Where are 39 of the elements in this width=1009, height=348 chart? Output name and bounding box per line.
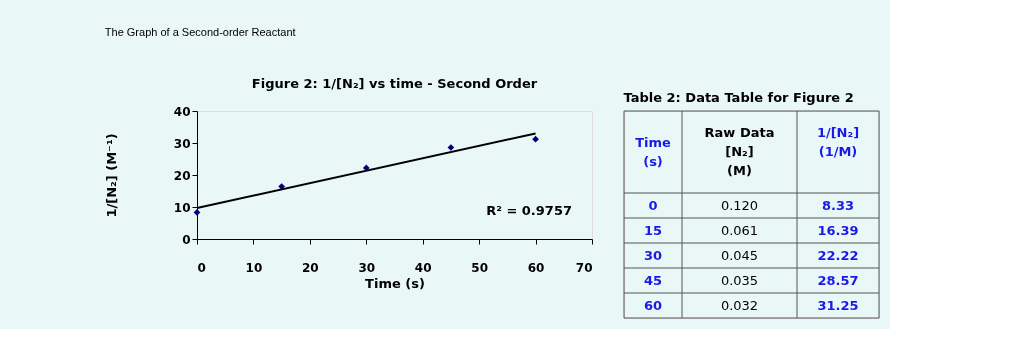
text: 0.032 bbox=[720, 297, 759, 313]
chart-title: Figure 2: 1/[N₂] vs time - Second Order bbox=[251, 76, 538, 91]
x-tick-label: 50 bbox=[471, 260, 488, 275]
text: 0.120 bbox=[720, 197, 759, 213]
text: 30 bbox=[643, 247, 663, 263]
x-tick-label: 20 bbox=[302, 260, 319, 275]
x-tick-label: 0 bbox=[197, 260, 206, 275]
text: 0 bbox=[648, 197, 658, 213]
text: Time (s) bbox=[635, 134, 672, 169]
text: 45 bbox=[643, 272, 663, 288]
y-tick-label: 20 bbox=[173, 168, 191, 183]
text: The Graph of a Second-order Reactant bbox=[104, 25, 296, 38]
text: 0.035 bbox=[720, 272, 759, 288]
x-axis-title: Time (s) bbox=[365, 275, 425, 291]
x-tick-label: 70 bbox=[575, 260, 593, 275]
text: 0.045 bbox=[720, 247, 759, 263]
y-tick-label: 30 bbox=[173, 136, 191, 151]
text: Table 2: Data Table for Figure 2 bbox=[623, 89, 854, 105]
annotation: R² = 0.9757 bbox=[486, 203, 572, 218]
text: 15 bbox=[643, 222, 663, 238]
text: 28.57 bbox=[817, 272, 859, 288]
y-tick-label: 40 bbox=[173, 104, 191, 119]
x-tick-label: 10 bbox=[245, 260, 263, 275]
text: 8.33 bbox=[821, 197, 855, 213]
point bbox=[532, 135, 539, 143]
text: 16.39 bbox=[817, 222, 859, 238]
x-tick-label: 30 bbox=[358, 260, 376, 275]
y-tick-label: 10 bbox=[173, 200, 191, 215]
point bbox=[362, 164, 370, 172]
text: 22.22 bbox=[817, 247, 859, 263]
text: Raw Data [N₂] (M) bbox=[704, 125, 775, 178]
text: 1/[N₂] (1/M) bbox=[816, 125, 860, 159]
y-tick-label: 0 bbox=[182, 232, 191, 247]
y-axis-title: 1/[N₂] (M⁻¹) bbox=[103, 133, 119, 218]
text: 31.25 bbox=[817, 297, 859, 313]
text: 0.061 bbox=[720, 222, 759, 238]
x-tick-label: 40 bbox=[414, 260, 432, 275]
text: 60 bbox=[643, 297, 663, 313]
x-tick-label: 60 bbox=[527, 260, 545, 275]
